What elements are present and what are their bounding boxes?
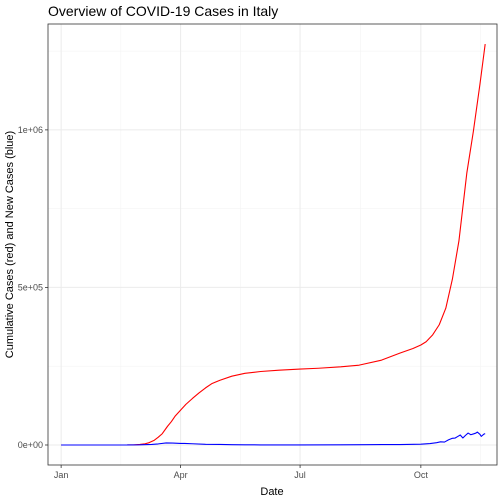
y-tick-label: 0e+00 xyxy=(18,440,43,450)
y-axis: 0e+00 5e+05 1e+06 xyxy=(18,125,48,450)
x-tick-label: Jul xyxy=(294,470,306,480)
x-axis: Jan Apr Jul Oct xyxy=(54,465,428,480)
y-axis-title: Cumulative Cases (red) and New Cases (bl… xyxy=(4,131,16,358)
x-axis-title: Date xyxy=(260,486,283,498)
x-tick-label: Jan xyxy=(54,470,69,480)
plot-border xyxy=(47,23,498,466)
grid-minor-lines xyxy=(48,24,497,465)
series-line-2 xyxy=(61,431,486,446)
x-tick-label: Apr xyxy=(174,470,188,480)
series-line-1 xyxy=(61,43,486,446)
plot-panel xyxy=(48,24,497,465)
y-tick-label: 5e+05 xyxy=(18,282,43,292)
y-tick-label: 1e+06 xyxy=(18,125,43,135)
x-tick-label: Oct xyxy=(414,470,429,480)
series-lines xyxy=(61,43,486,446)
chart-title: Overview of COVID-19 Cases in Italy xyxy=(48,3,278,19)
